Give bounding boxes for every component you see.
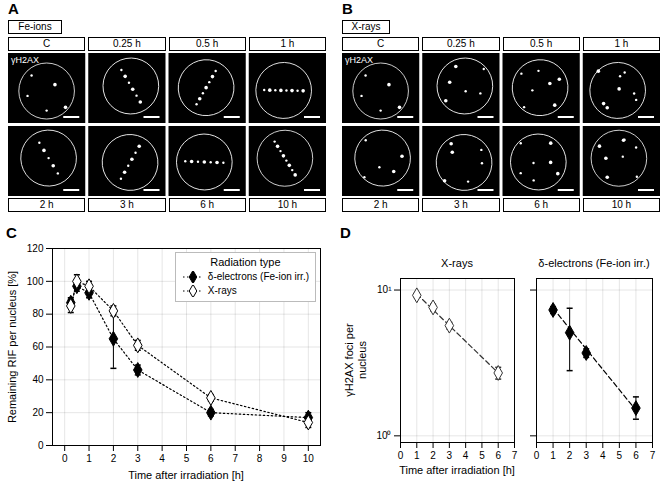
html-text:1 h: 1 h [614,38,629,49]
html-text:C: C [377,38,385,49]
html-text:10 h: 10 h [611,199,632,210]
svg-text:8: 8 [257,453,263,464]
svg-text:100: 100 [27,276,44,287]
svg-text:5: 5 [479,450,485,461]
svg-text:40: 40 [32,374,44,385]
html-text:Time after irradiation [h]: Time after irradiation [h] [128,469,244,481]
svg-text:5: 5 [184,453,190,464]
html-text:0.5 h: 0.5 h [196,38,219,49]
svg-text:2: 2 [567,450,573,461]
html-text:3 h: 3 h [453,199,468,210]
html-text:6 h: 6 h [200,199,215,210]
html-text:γH2AX foci per nucleus: γH2AX foci per nucleus [343,323,368,397]
html-text:2 h: 2 h [39,199,54,210]
html-text:0.5 h: 0.5 h [530,38,553,49]
html-text:δ-electrons (Fe-ion irr.): δ-electrons (Fe-ion irr.) [538,257,650,269]
svg-text:3: 3 [447,450,453,461]
svg-text:7: 7 [512,450,518,461]
svg-text:9: 9 [281,453,287,464]
svg-text:6: 6 [495,450,501,461]
html-text:X-rays: X-rays [207,285,237,296]
html-text:B: B [342,0,353,17]
svg-text:4: 4 [600,450,606,461]
html-text:10 h: 10 h [277,199,298,210]
svg-text:0: 0 [398,450,404,461]
svg-text:6: 6 [633,450,639,461]
html-text:6 h: 6 h [534,199,549,210]
svg-text:1: 1 [86,453,92,464]
svg-text:60: 60 [32,341,44,352]
html-text:D: D [340,224,351,241]
svg-text:120: 120 [27,243,44,254]
svg-text:10⁰: 10⁰ [376,430,391,441]
svg-text:1: 1 [414,450,420,461]
html-text:1 h: 1 h [280,38,295,49]
html-text:0.25 h: 0.25 h [113,38,141,49]
html-text:Remaining RIF per nucleus [%]: Remaining RIF per nucleus [%] [6,270,18,423]
html-text:γH2AX: γH2AX [11,55,39,65]
html-text:C: C [6,224,17,241]
html-text:Fe-ions: Fe-ions [18,21,52,32]
svg-text:20: 20 [32,407,44,418]
html-text:2 h: 2 h [373,199,388,210]
svg-text:6: 6 [208,453,214,464]
html-text:Time after irradiation [h]: Time after irradiation [h] [399,464,515,476]
svg-text:3: 3 [583,450,589,461]
svg-text:2: 2 [430,450,436,461]
html-text:X-rays: X-rays [441,257,473,269]
svg-text:10¹: 10¹ [377,284,392,295]
html-text:γH2AX: γH2AX [345,55,373,65]
html-text:C: C [43,38,51,49]
svg-text:3: 3 [135,453,141,464]
svg-text:80: 80 [32,308,44,319]
svg-text:4: 4 [463,450,469,461]
svg-text:5: 5 [617,450,623,461]
svg-text:0: 0 [62,453,68,464]
svg-text:10: 10 [303,453,315,464]
svg-text:2: 2 [111,453,117,464]
html-text:δ-electrons (Fe-ion irr.): δ-electrons (Fe-ion irr.) [207,271,309,282]
svg-text:0: 0 [534,450,540,461]
svg-text:4: 4 [159,453,165,464]
html-text:3 h: 3 h [119,199,134,210]
svg-text:0: 0 [38,440,44,451]
html-text:0.25 h: 0.25 h [447,38,475,49]
svg-text:1: 1 [550,450,556,461]
html-text:A: A [8,0,19,17]
html-text:Radiation type: Radiation type [210,256,281,268]
svg-text:7: 7 [232,453,238,464]
svg-text:7: 7 [650,450,656,461]
html-text:X-rays: X-rays [351,21,381,32]
